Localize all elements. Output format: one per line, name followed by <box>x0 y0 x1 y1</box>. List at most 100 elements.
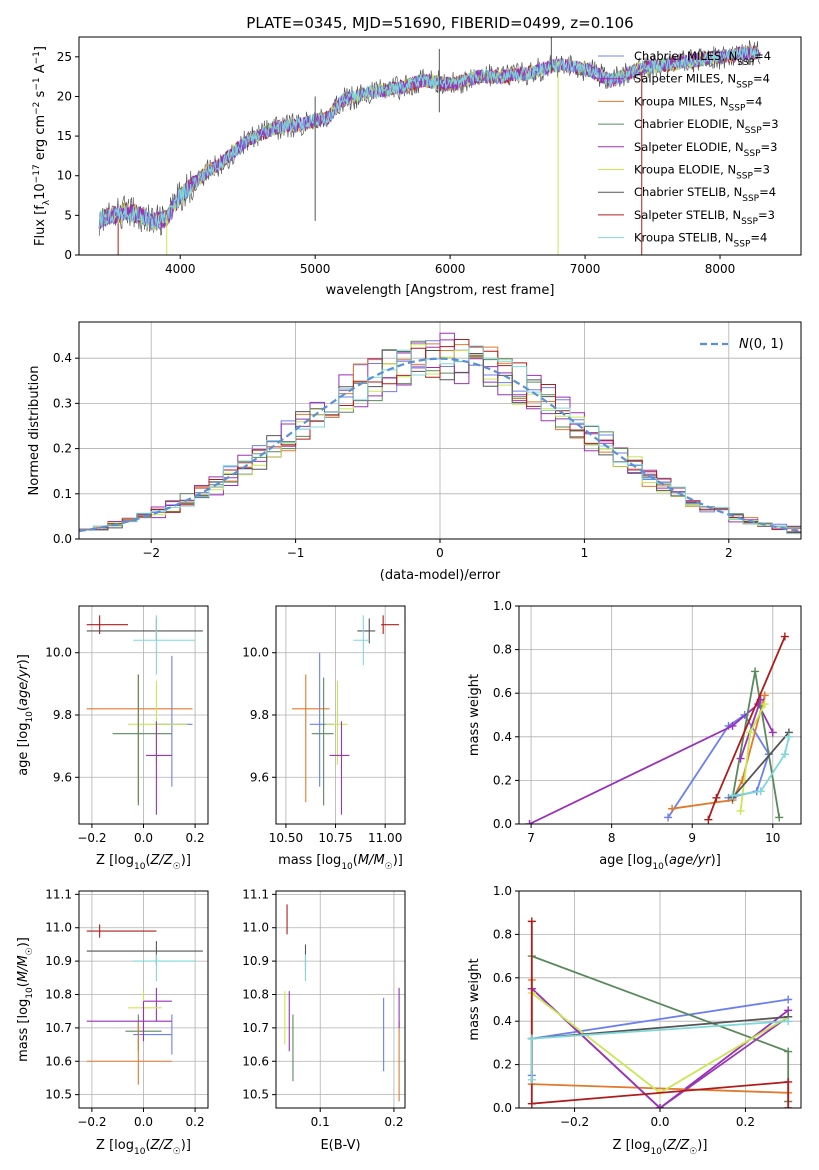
x-tick-label: 7 <box>527 831 535 845</box>
weight-line-chabrier-stelib <box>731 731 790 799</box>
y-tick-label: 0.4 <box>53 351 72 365</box>
weight-line-kroupa-stelib <box>732 736 790 797</box>
legend-label: Kroupa ELODIE, NSSP=3 <box>634 163 770 182</box>
y-tick-label: 10.7 <box>45 1021 72 1035</box>
weight-vs-metallicity-panel: −0.2 0.0 0.2 0.0 0.2 0.4 0.6 0.8 1.0 mass weight Z… <box>467 884 802 1157</box>
y-tick-label: 15 <box>57 129 72 143</box>
legend-label: Chabrier STELIB, NSSP=4 <box>634 185 776 204</box>
plot-frame <box>275 605 406 825</box>
weight-line-salpeter-elodie <box>531 987 789 1108</box>
y-axis-label: mass weight <box>467 674 482 756</box>
y-tick-label: 0.8 <box>493 643 512 657</box>
y-tick-label: 0.3 <box>53 396 72 410</box>
y-tick-label: 0.2 <box>53 442 72 456</box>
chart-title: PLATE=0345, MJD=51690, FIBERID=0499, z=0… <box>246 14 633 32</box>
y-tick-label: 25 <box>57 50 72 64</box>
y-tick-label: 10.0 <box>45 646 72 660</box>
spectrum-line-kroupa-stelib <box>98 45 761 231</box>
plot-area <box>291 615 400 815</box>
legend-label: Salpeter ELODIE, NSSP=3 <box>634 140 777 159</box>
x-axis-label: (data-model)/error <box>380 568 501 583</box>
y-tick-label: 0.8 <box>493 927 512 941</box>
x-tick-label: −1 <box>287 546 305 560</box>
y-tick-label: 9.8 <box>53 708 72 722</box>
x-tick-label: 0.2 <box>186 831 205 845</box>
histogram-kroupa-stelib <box>79 345 801 535</box>
x-tick-label: 0.1 <box>311 1115 330 1129</box>
age-vs-metallicity-panel: −0.2 0.0 0.2 9.6 9.8 10.0 Z [log10(Z/Z☉)] age [… <box>16 605 209 872</box>
legend-label: Salpeter MILES, NSSP=4 <box>634 72 770 91</box>
plot-area <box>525 632 793 824</box>
weight-marker <box>668 804 677 813</box>
plot-frame <box>78 36 802 256</box>
x-axis-label: mass [log10(M/M☉)] <box>278 853 403 872</box>
weight-marker <box>664 813 673 822</box>
y-tick-label: 11.0 <box>242 921 269 935</box>
y-tick-label: 10.9 <box>242 954 269 968</box>
weight-marker <box>704 815 713 824</box>
weight-marker <box>746 728 755 737</box>
plot-frame <box>275 890 406 1109</box>
y-axis-label: Flux [fλ10−17 erg cm−2 s−1 A−1] <box>32 46 52 246</box>
weight-marker <box>656 1104 664 1108</box>
y-tick-label: 0.6 <box>493 971 512 985</box>
weight-marker <box>780 750 789 759</box>
x-tick-label: 10 <box>765 831 780 845</box>
weight-marker <box>775 813 784 822</box>
spectrum-panel: PLATE=0345, MJD=51690, FIBERID=0499, z=0… <box>32 14 802 298</box>
x-tick-label: 8000 <box>705 262 736 276</box>
x-tick-label: 2 <box>725 546 733 560</box>
y-tick-label: 10 <box>57 169 72 183</box>
x-tick-label: 0.0 <box>134 831 153 845</box>
weight-marker <box>780 632 789 641</box>
y-tick-label: 9.6 <box>53 770 72 784</box>
y-tick-label: 0.6 <box>493 686 512 700</box>
y-tick-label: 10.8 <box>242 987 269 1001</box>
x-tick-label: 5000 <box>300 262 331 276</box>
plot-frame <box>78 321 802 540</box>
x-axis-label: Z [log10(Z/Z☉)] <box>613 1138 708 1157</box>
x-tick-label: −0.2 <box>77 1115 106 1129</box>
y-tick-label: 11.0 <box>45 921 72 935</box>
y-axis-label: age [log10(age/yr)] <box>16 654 35 776</box>
x-tick-label: 0.0 <box>134 1115 153 1129</box>
x-axis-label: Z [log10(Z/Z☉)] <box>96 1138 191 1157</box>
y-tick-label: 11.1 <box>242 887 269 901</box>
weight-marker <box>527 1099 536 1108</box>
mass-vs-metallicity-panel: −0.2 0.0 0.2 10.5 10.6 10.7 10.8 10.9 11.0 11.1 Z … <box>16 887 209 1157</box>
y-axis-label: Normed distribution <box>27 366 42 496</box>
x-axis-label: wavelength [Angstrom, rest frame] <box>326 283 555 298</box>
y-tick-label: 10.5 <box>242 1088 269 1102</box>
y-tick-label: 10.8 <box>45 987 72 1001</box>
x-tick-label: 4000 <box>165 262 196 276</box>
x-tick-label: 0.2 <box>736 1115 755 1129</box>
plot-area <box>86 615 203 815</box>
weight-marker <box>712 793 721 802</box>
weight-marker <box>751 667 760 676</box>
plot-area <box>79 332 801 535</box>
plot-frame <box>518 605 802 825</box>
x-tick-label: 11.00 <box>368 831 402 845</box>
weight-line-salpeter-stelib <box>530 921 790 1108</box>
legend-label: Chabrier ELODIE, NSSP=3 <box>634 117 779 136</box>
x-tick-label: 7000 <box>570 262 601 276</box>
y-tick-label: 1.0 <box>493 884 512 898</box>
y-tick-label: 10.6 <box>242 1054 269 1068</box>
mass-vs-ebv-panel: 0.1 0.2 10.5 10.6 10.7 10.8 10.9 11.0 11.1 E(B-V) <box>242 887 406 1153</box>
y-tick-label: 10.9 <box>45 954 72 968</box>
weight-marker <box>760 700 769 709</box>
y-tick-label: 0 <box>64 248 72 262</box>
weight-vs-age-panel: 7 8 9 10 0.0 0.2 0.4 0.6 0.8 1.0 mass weight age [l… <box>467 599 802 872</box>
y-tick-label: 0.2 <box>493 1058 512 1072</box>
legend-label: Kroupa MILES, NSSP=4 <box>634 94 762 113</box>
y-tick-label: 1.0 <box>493 599 512 613</box>
y-tick-label: 9.8 <box>250 708 269 722</box>
x-tick-label: 0 <box>436 546 444 560</box>
y-tick-label: 10.0 <box>242 646 269 660</box>
plot-area <box>527 917 793 1108</box>
weight-marker <box>784 732 793 741</box>
y-tick-label: 9.6 <box>250 770 269 784</box>
legend-label: Kroupa STELIB, NSSP=4 <box>634 231 767 250</box>
x-tick-label: 9 <box>688 831 696 845</box>
